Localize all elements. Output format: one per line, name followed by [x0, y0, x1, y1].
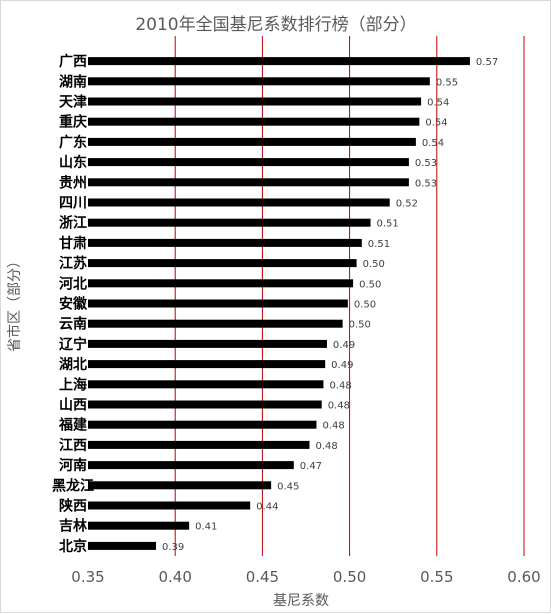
x-tick-label: 0.60	[507, 568, 540, 586]
bar	[88, 218, 371, 227]
bar	[88, 440, 310, 449]
bar	[88, 97, 422, 106]
category-label: 江西	[59, 437, 87, 454]
category-label: 广西	[59, 53, 87, 70]
category-label: 广东	[59, 134, 87, 151]
data-label: 0.51	[368, 239, 390, 250]
category-label: 四川	[59, 196, 87, 212]
category-label: 山东	[59, 154, 87, 171]
data-label: 0.41	[195, 522, 217, 533]
category-label: 湖南	[59, 73, 87, 90]
category-label: 上海	[59, 376, 87, 393]
data-label: 0.52	[396, 199, 418, 210]
data-label: 0.49	[333, 340, 355, 351]
category-label: 陕西	[59, 498, 87, 515]
category-label: 河南	[59, 457, 87, 474]
y-axis-title: 省市区（部分）	[6, 254, 23, 352]
bar	[88, 158, 409, 167]
data-label: 0.44	[256, 502, 278, 513]
data-label: 0.50	[354, 300, 376, 311]
data-label: 0.48	[322, 421, 344, 432]
bar	[88, 481, 272, 490]
bar	[88, 380, 324, 389]
bar	[88, 259, 357, 268]
x-axis-title: 基尼系数	[273, 592, 329, 609]
data-label: 0.53	[415, 158, 437, 169]
bar	[88, 521, 190, 530]
category-label: 江苏	[59, 255, 87, 272]
category-label: 福建	[58, 417, 87, 434]
category-label: 安徽	[59, 296, 88, 313]
data-label: 0.48	[315, 441, 337, 452]
category-labels: 广西湖南天津重庆广东山东贵州四川浙江甘肃江苏河北安徽云南辽宁湖北上海山西福建江西…	[52, 53, 94, 555]
category-label: 浙江	[59, 215, 87, 232]
bar	[88, 339, 327, 348]
bar	[88, 178, 409, 187]
bar	[88, 319, 343, 328]
bar	[88, 238, 362, 247]
data-labels: 0.57 0.55 0.54 0.54 0.54 0.53 0.53 0.52 0.51 0.51…	[162, 57, 498, 553]
category-label: 湖北	[59, 357, 87, 373]
data-label: 0.50	[349, 320, 371, 331]
category-label: 云南	[59, 316, 87, 333]
category-label: 甘肃	[59, 235, 87, 252]
x-tick-label: 0.35	[71, 568, 104, 586]
category-label: 黑龙江	[52, 477, 94, 494]
data-label: 0.54	[425, 118, 447, 129]
bar	[88, 299, 348, 308]
data-label: 0.50	[363, 259, 385, 270]
data-label: 0.55	[436, 77, 458, 88]
category-label: 北京	[59, 538, 87, 555]
x-tick-labels: 0.35 0.40 0.45 0.50 0.55 0.60	[71, 568, 540, 586]
data-label: 0.54	[422, 138, 444, 149]
bar	[88, 117, 420, 126]
bar	[88, 501, 251, 510]
category-label: 天津	[59, 94, 87, 111]
bar	[88, 198, 390, 207]
data-label: 0.50	[359, 279, 381, 290]
data-label: 0.49	[331, 360, 353, 371]
data-label: 0.57	[476, 57, 498, 68]
category-label: 重庆	[59, 114, 87, 131]
data-label: 0.51	[377, 219, 399, 230]
bar	[88, 137, 416, 146]
data-label: 0.53	[415, 178, 437, 189]
data-label: 0.47	[300, 461, 322, 472]
data-label: 0.48	[329, 380, 351, 391]
x-tick-label: 0.40	[158, 568, 191, 586]
bars	[88, 57, 470, 550]
bar	[88, 400, 322, 409]
bar	[88, 360, 326, 369]
data-label: 0.39	[162, 542, 184, 553]
bar	[88, 57, 470, 66]
category-label: 贵州	[59, 174, 87, 191]
bar	[88, 420, 317, 429]
x-tick-label: 0.55	[420, 568, 453, 586]
category-label: 辽宁	[59, 336, 87, 353]
data-label: 0.48	[328, 401, 350, 412]
category-label: 山西	[59, 398, 87, 414]
category-label: 吉林	[59, 518, 87, 535]
data-label: 0.45	[277, 481, 299, 492]
category-label: 河北	[59, 275, 87, 292]
bar	[88, 279, 354, 288]
bar	[88, 77, 430, 86]
data-label: 0.54	[427, 98, 449, 109]
bar	[88, 461, 294, 470]
x-tick-label: 0.45	[246, 568, 279, 586]
chart-title: 2010年全国基尼系数排行榜（部分）	[135, 15, 416, 35]
bar	[88, 541, 157, 550]
gridlines	[174, 36, 525, 556]
x-tick-label: 0.50	[333, 568, 366, 586]
